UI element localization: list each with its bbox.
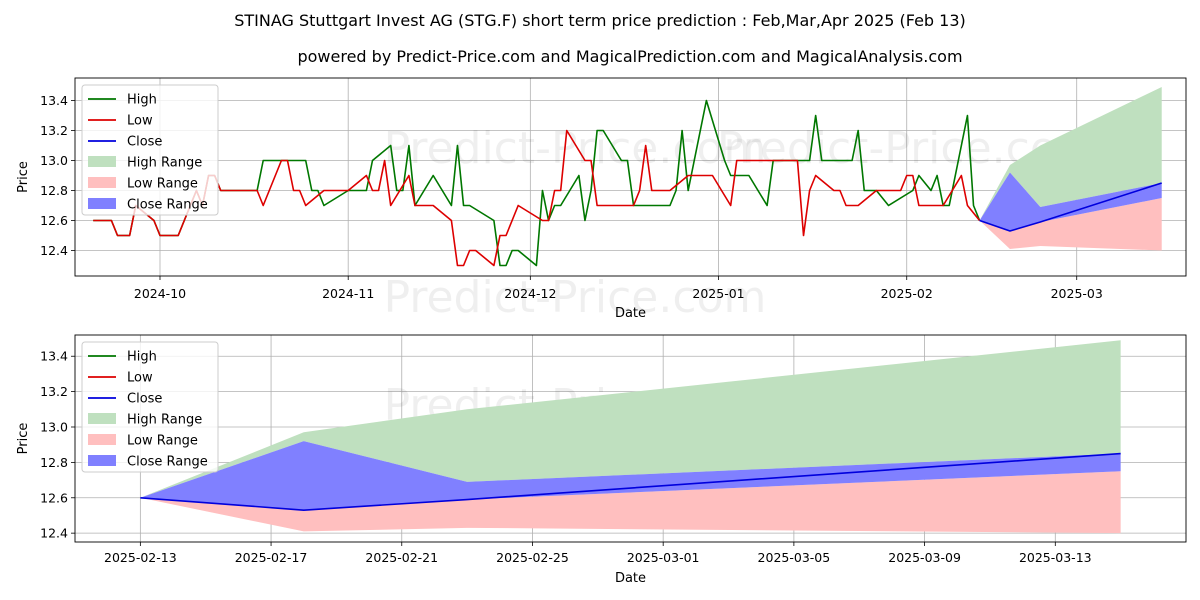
x-tick-label: 2024-12: [504, 286, 556, 301]
x-tick-label: 2024-10: [134, 286, 186, 301]
high-range-band: [140, 340, 1121, 498]
y-tick-label: 12.6: [40, 213, 68, 228]
low-range-band: [140, 471, 1121, 534]
legend-entry: Low: [127, 114, 153, 129]
x-tick-label: 2025-03-09: [888, 550, 961, 565]
x-tick-label: 2025-02: [881, 286, 933, 301]
legend-entry: High Range: [127, 413, 202, 428]
x-tick-label: 2025-01: [692, 286, 744, 301]
legend-entry: Low: [127, 371, 153, 386]
low-range-band: [979, 198, 1162, 251]
y-tick-label: 13.4: [40, 93, 68, 108]
legend-entry: Close Range: [127, 198, 208, 213]
watermark-text: Predict-Price.com: [384, 272, 767, 323]
panel-bottom: 2025-02-13 2025-02-17 2025-02-21 2025-02-25…: [16, 334, 1187, 586]
legend-entry: High Range: [127, 156, 202, 171]
legend-swatch: [88, 156, 116, 167]
low-series-line: [93, 129, 981, 267]
x-tick-label: 2025-03-01: [627, 550, 700, 565]
x-tick-label: 2025-03-05: [758, 550, 831, 565]
y-tick-label: 12.6: [40, 490, 68, 505]
plot-area: [140, 340, 1121, 534]
y-tick-label: 12.8: [40, 183, 68, 198]
legend-entry: Close Range: [127, 455, 208, 470]
legend-swatch: [88, 198, 116, 209]
y-tick-label: 12.8: [40, 455, 68, 470]
y-tick-label: 13.2: [40, 123, 68, 138]
plot-area: [93, 87, 1162, 267]
y-tick-label: 13.0: [40, 153, 68, 168]
legend-entry: Low Range: [127, 434, 198, 449]
chart-subtitle: powered by Predict-Price.com and Magical…: [297, 47, 962, 66]
x-tick-label: 2025-02-21: [365, 550, 438, 565]
x-tick-label: 2025-02-17: [235, 550, 308, 565]
watermark-text: Predict-Price.com: [384, 123, 767, 174]
x-tick-label: 2025-02-13: [104, 550, 177, 565]
legend-entry: Close: [127, 135, 162, 150]
legend-swatch: [88, 434, 116, 445]
plot-frame: [74, 77, 1187, 277]
high-range-band: [979, 87, 1162, 221]
close-series-line: [140, 452, 1121, 511]
y-tick-label: 13.0: [40, 420, 68, 435]
close-series-line: [979, 182, 1162, 232]
x-axis-label: Date: [615, 571, 646, 586]
y-tick-label: 12.4: [40, 526, 68, 541]
plot-frame: [74, 334, 1187, 543]
close-range-band: [979, 172, 1162, 231]
x-tick-label: 2024-11: [322, 286, 374, 301]
legend-entry: Close: [127, 392, 162, 407]
y-axis-label: Price: [16, 161, 31, 193]
x-tick-label: 2025-03-13: [1019, 550, 1092, 565]
x-axis-label: Date: [615, 306, 646, 321]
y-axis-label: Price: [16, 423, 31, 455]
panel-top: 2024-10 2024-11 2024-12 2025-01 2025-02 2025-…: [16, 77, 1187, 323]
close-range-band: [140, 441, 1121, 511]
y-tick-label: 13.2: [40, 384, 68, 399]
legend-entry: Low Range: [127, 177, 198, 192]
legend-swatch: [88, 455, 116, 466]
legend-swatch: [88, 177, 116, 188]
y-tick-label: 12.4: [40, 243, 68, 258]
legend-entry: High: [127, 93, 157, 108]
x-tick-label: 2025-03: [1051, 286, 1103, 301]
x-tick-label: 2025-02-25: [496, 550, 569, 565]
chart-title: STINAG Stuttgart Invest AG (STG.F) short…: [234, 11, 966, 30]
legend-entry: High: [127, 350, 157, 365]
legend-swatch: [88, 413, 116, 424]
y-tick-label: 13.4: [40, 349, 68, 364]
